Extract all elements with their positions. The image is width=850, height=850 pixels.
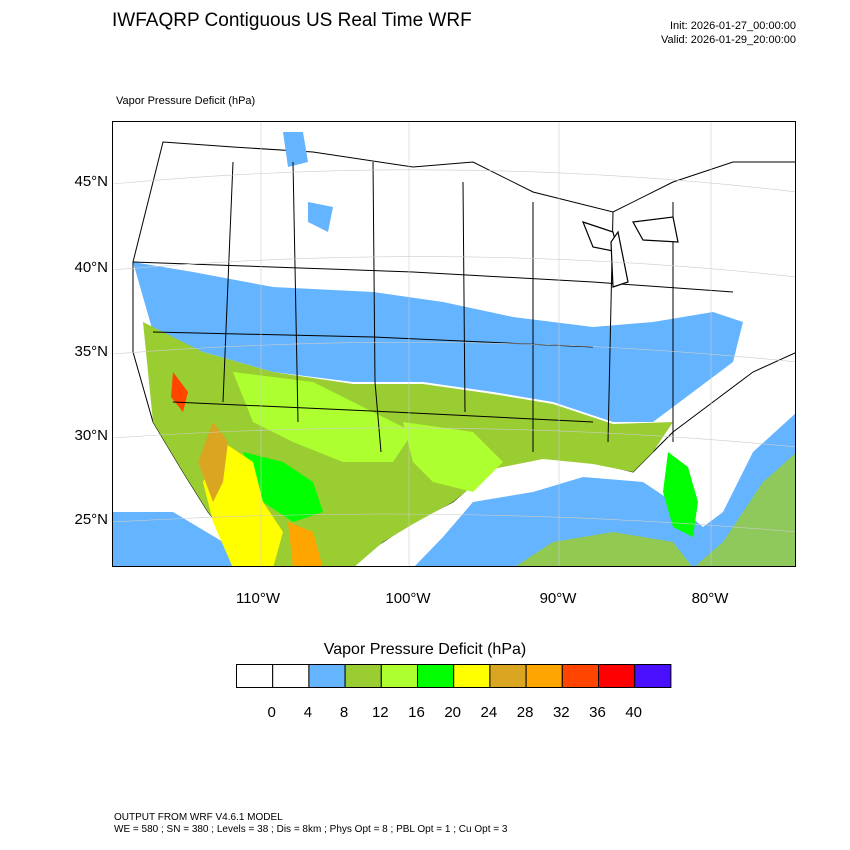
- canada-blue-1: [283, 132, 308, 167]
- colorbar-swatch: [598, 664, 636, 688]
- colorbar-level-label: 28: [516, 704, 534, 721]
- light-green-patch: [233, 372, 413, 462]
- colorbar-swatch: [634, 664, 672, 688]
- state-boundaries: [132, 161, 734, 453]
- colorbar-swatch: [561, 664, 599, 688]
- colorbar-level-label: 36: [589, 704, 606, 721]
- colorbar-title: Vapor Pressure Deficit (hPa): [323, 641, 527, 658]
- light-green-tx: [403, 422, 503, 492]
- colorbar-level-label: 8: [339, 704, 349, 721]
- colorbar-level-label: 0: [267, 704, 276, 721]
- colorbar-swatch: [489, 664, 527, 688]
- gulf-of-mexico: [414, 413, 795, 566]
- florida-green: [663, 452, 698, 537]
- colorbar-level-label: 16: [408, 704, 425, 721]
- atlantic-green-band: [695, 453, 795, 566]
- colorbar-swatch: [453, 664, 491, 688]
- colorbar-swatch: [525, 664, 563, 688]
- lat-label-40: 40°N: [74, 259, 108, 276]
- graticule: [113, 122, 795, 566]
- southern-ocean-green: [516, 532, 692, 566]
- lat-label-30: 30°N: [74, 427, 108, 444]
- colorbar: [236, 664, 672, 688]
- orange-mx: [288, 522, 323, 566]
- pacific-blue: [113, 512, 251, 566]
- lon-label-80w: 80°W: [691, 590, 729, 607]
- valid-time: Valid: 2026-01-29_20:00:00: [661, 34, 796, 46]
- gold-mx: [198, 422, 228, 502]
- colorbar-level-label: 24: [480, 704, 498, 721]
- colorbar-level-label: 40: [625, 704, 643, 721]
- colorbar-swatch: [236, 664, 274, 688]
- great-lakes: [581, 216, 679, 288]
- field-label: Vapor Pressure Deficit (hPa): [116, 95, 256, 107]
- colorbar-swatch: [380, 664, 419, 688]
- plot-title: IWFAQRP Contiguous US Real Time WRF: [112, 10, 472, 31]
- blue-band: [133, 262, 743, 422]
- lat-label-35: 35°N: [74, 343, 108, 360]
- lon-label-90w: 90°W: [539, 590, 577, 607]
- colorbar-level-label: 4: [303, 704, 313, 721]
- colorbar-level-label: 20: [444, 704, 462, 721]
- colorbar-level-label: 32: [552, 704, 570, 721]
- footer-config: WE = 580 ; SN = 380 ; Levels = 38 ; Dis …: [114, 824, 508, 835]
- colorbar-swatch: [272, 664, 310, 688]
- lat-label-45: 45°N: [74, 173, 108, 190]
- colorbar-level-label: 12: [371, 704, 389, 721]
- bright-green-mx: [243, 452, 323, 522]
- map-panel: [112, 121, 796, 567]
- colorbar-swatch: [417, 664, 455, 688]
- colorbar-swatch: [308, 664, 346, 688]
- lat-label-25: 25°N: [74, 511, 108, 528]
- init-time: Init: 2026-01-27_00:00:00: [670, 20, 796, 32]
- canada-blue-2: [308, 202, 333, 232]
- lon-label-100w: 100°W: [385, 590, 431, 607]
- map-canvas: [113, 122, 795, 566]
- colorbar-swatch: [344, 664, 382, 688]
- lon-label-110w: 110°W: [235, 590, 281, 607]
- footer-model: OUTPUT FROM WRF V4.6.1 MODEL: [114, 812, 283, 823]
